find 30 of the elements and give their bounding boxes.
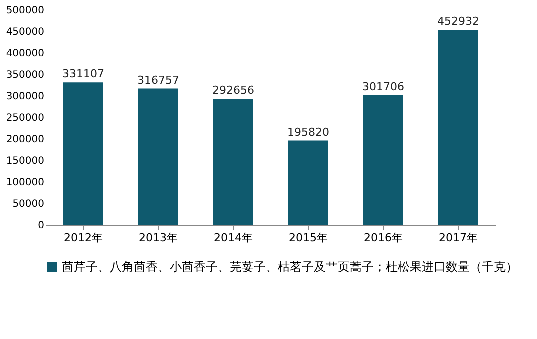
legend-label: 茴芹子、八角茴香、小茴香子、芫荽子、枯茗子及艹页蒿子；杜松果进口数量（千克） [62, 260, 518, 274]
y-tick-label: 450000 [6, 27, 44, 38]
x-tick-label: 2015年 [289, 232, 328, 244]
x-tick-label: 2016年 [364, 232, 403, 244]
data-label: 195820 [288, 126, 330, 139]
bar [288, 140, 328, 225]
y-tick-label: 250000 [6, 113, 44, 124]
y-tick-label: 350000 [6, 70, 44, 81]
bar [138, 88, 178, 225]
y-tick-label: 300000 [6, 92, 44, 102]
y-tick-label: 400000 [6, 48, 44, 60]
bar [438, 30, 478, 225]
y-tick-label: 0 [38, 220, 44, 232]
bar [364, 95, 404, 225]
data-label: 452932 [438, 15, 480, 28]
y-tick-label: 200000 [6, 134, 44, 146]
x-tick-label: 2013年 [139, 232, 178, 244]
bar [64, 82, 104, 225]
data-label: 292656 [212, 84, 254, 98]
y-tick-label: 100000 [6, 178, 44, 188]
x-tick-label: 2012年 [64, 232, 103, 244]
data-label: 331107 [62, 68, 104, 81]
bar [214, 99, 254, 225]
y-tick-label: 50000 [12, 199, 44, 210]
data-label: 316757 [138, 74, 180, 87]
x-tick-label: 2017年 [439, 232, 478, 244]
data-label: 301706 [362, 80, 404, 94]
y-tick-label: 500000 [6, 6, 44, 16]
y-tick-label: 150000 [6, 156, 44, 167]
x-tick-label: 2014年 [214, 232, 253, 244]
